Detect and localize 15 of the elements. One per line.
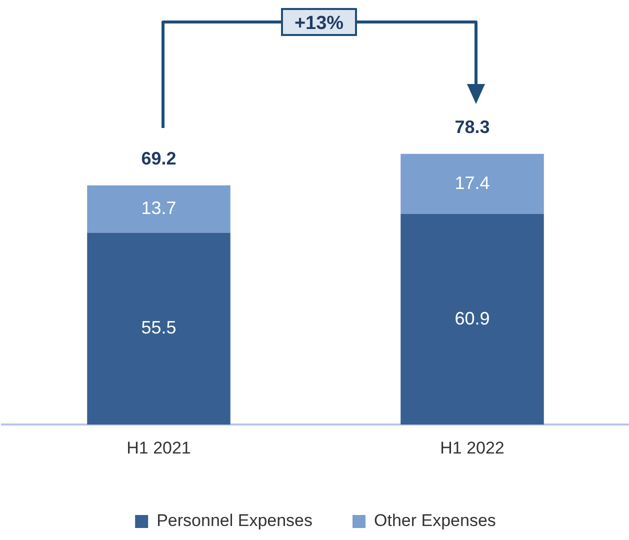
total-label: 78.3 <box>454 116 490 137</box>
data-label: 17.4 <box>454 172 490 193</box>
total-label: 69.2 <box>141 148 176 168</box>
bar <box>400 214 544 425</box>
x-tick-label: H1 2021 <box>126 438 191 458</box>
bar <box>87 232 230 425</box>
data-label: 13.7 <box>141 198 176 218</box>
legend-label: Other Expenses <box>374 511 496 530</box>
data-label: 60.9 <box>454 308 490 328</box>
text: +13% <box>281 8 357 36</box>
data-label: 55.5 <box>141 318 176 338</box>
bar <box>87 185 230 233</box>
x-tick-label: H1 2022 <box>440 438 504 458</box>
bar <box>400 154 544 214</box>
legend-label: Personnel Expenses <box>156 511 313 530</box>
